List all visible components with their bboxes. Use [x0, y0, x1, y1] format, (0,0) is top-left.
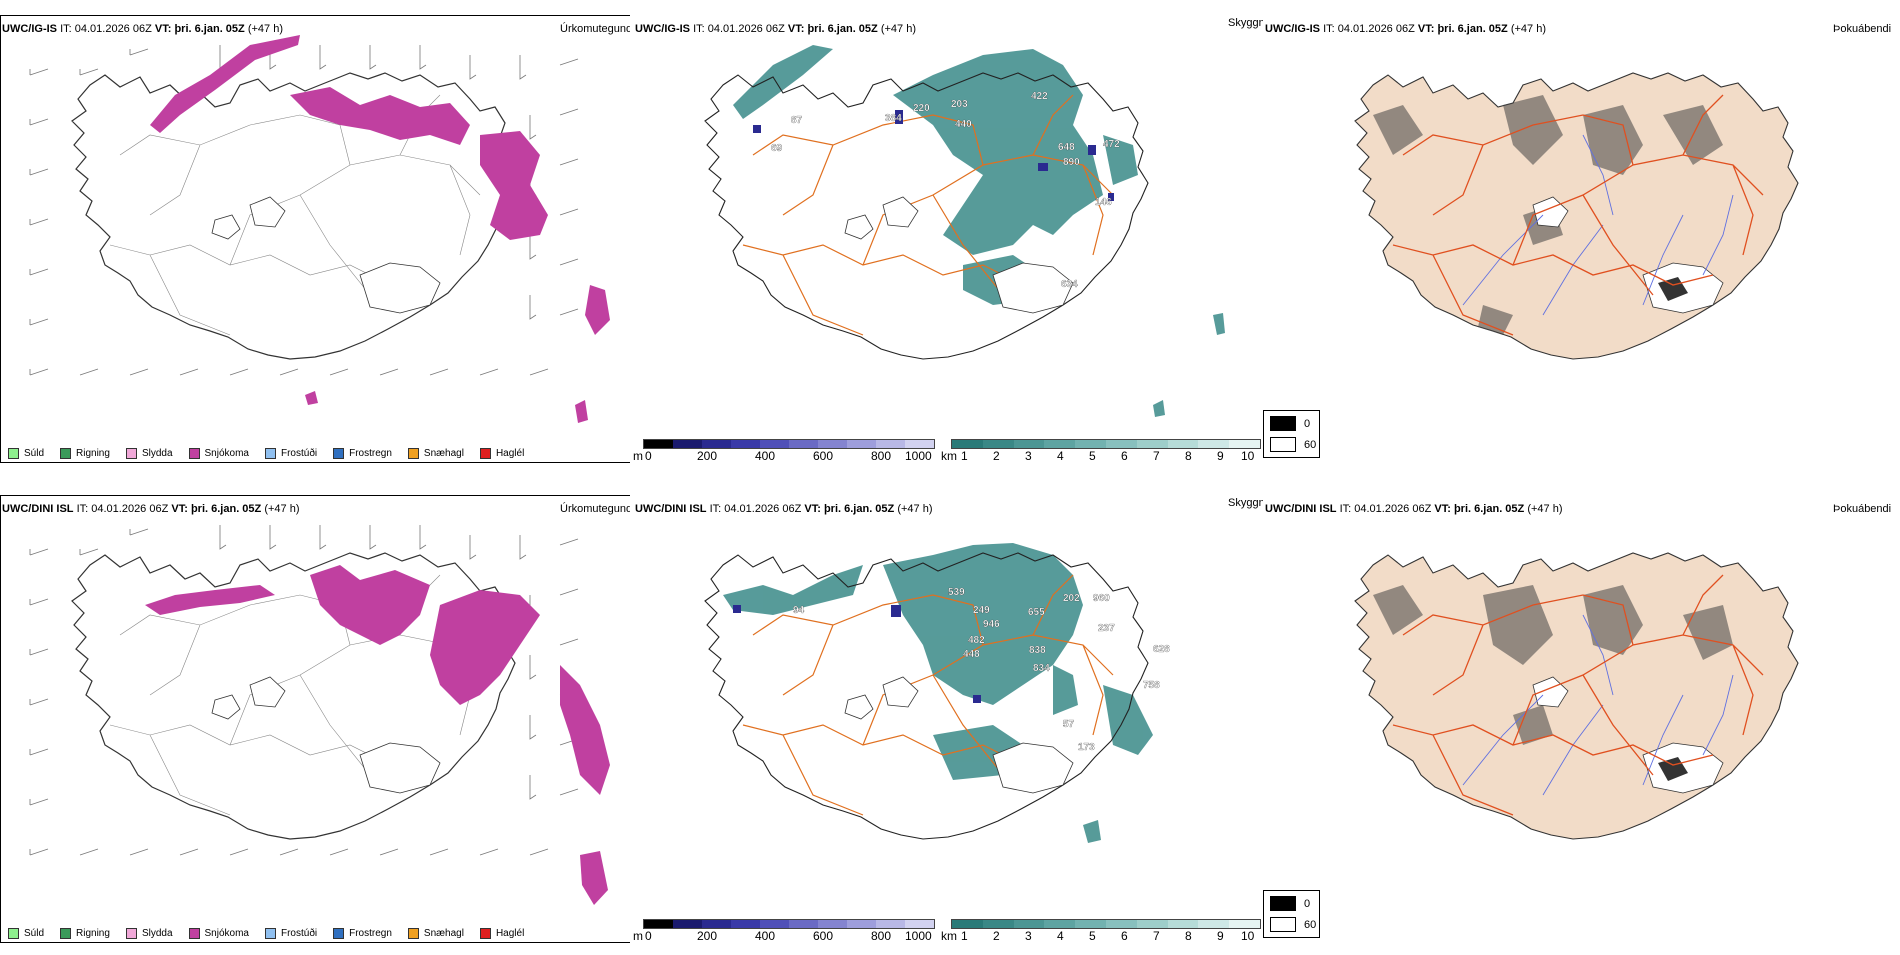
cloud-map: 94 539 249 946 482 448 655 202 960 237 6… [704, 543, 1170, 843]
legend-item: Slydda [125, 927, 173, 939]
header-row1-fog: UWC/IG-IS IT: 04.01.2026 06Z VT: þri. 6.… [1265, 23, 1546, 35]
precip-legend: Súld Rigning Slydda Snjókoma Frostúði Fr… [0, 443, 628, 463]
title-fog: Þokuábendi [1833, 503, 1892, 515]
legend-item: Snjókoma [188, 447, 249, 459]
visibility-colorbar: km 1 2 3 4 5 6 7 8 9 10 [941, 917, 1263, 945]
visibility-colorbar: km 1 2 3 4 5 6 7 8 9 10 [941, 437, 1263, 465]
svg-text:890: 890 [1063, 157, 1080, 168]
legend-item: Súld [8, 447, 44, 459]
svg-text:834: 834 [1033, 663, 1050, 674]
svg-text:440: 440 [955, 119, 972, 130]
low-cloudbase-areas [733, 605, 981, 703]
svg-text:648: 648 [1058, 142, 1075, 153]
snow-areas [150, 35, 610, 423]
svg-text:384: 384 [885, 113, 902, 124]
title-cloud: Skyggni [1228, 17, 1263, 29]
header-row2-precip: UWC/DINI ISL IT: 04.01.2026 06Z VT: þri.… [2, 503, 300, 515]
svg-text:94: 94 [793, 605, 805, 616]
legend-item: Snæhagl [407, 927, 464, 939]
svg-text:960: 960 [1093, 593, 1110, 604]
fog-map [1354, 552, 1799, 840]
svg-text:482: 482 [968, 635, 985, 646]
cloud-panel-2: 94 539 249 946 482 448 655 202 960 237 6… [633, 495, 1263, 955]
low-cloudbase-areas [753, 110, 1114, 201]
svg-text:472: 472 [1103, 139, 1120, 150]
legend-item: Slydda [125, 447, 173, 459]
fog-legend: 0 60 [1263, 890, 1320, 938]
cloud-labels: 87 384 220 203 440 422 648 890 472 146 6… [771, 91, 1120, 290]
fog-panel-2: UWC/DINI ISL IT: 04.01.2026 06Z VT: þri.… [1263, 495, 1900, 955]
legend-item: Haglél [479, 447, 524, 459]
fog-legend: 0 60 [1263, 410, 1320, 458]
legend-item: Frostúði [264, 447, 317, 459]
svg-text:203: 203 [951, 99, 968, 110]
fog-shading [1373, 95, 1723, 335]
precip-panel-1: UWC/IG-IS IT: 04.01.2026 06Z VT: þri. 6.… [0, 15, 630, 475]
legend-item: Súld [8, 927, 44, 939]
legend-item: Frostregn [333, 447, 392, 459]
precip-map [29, 35, 610, 423]
svg-text:628: 628 [1153, 644, 1170, 655]
svg-text:146: 146 [1095, 197, 1112, 208]
precip-map [29, 524, 610, 905]
cloudbase-colorbar: m 0 200 400 600 800 1000 [633, 917, 938, 945]
header-row1-cloud: UWC/IG-IS IT: 04.01.2026 06Z VT: þri. 6.… [635, 23, 916, 35]
precip-frame [0, 495, 630, 943]
cloud-panel-1: 87 384 220 203 440 422 648 890 472 146 6… [633, 15, 1263, 475]
svg-text:237: 237 [1098, 623, 1115, 634]
precip-panel-2: UWC/DINI ISL IT: 04.01.2026 06Z VT: þri.… [0, 495, 630, 955]
svg-text:758: 758 [1143, 680, 1160, 691]
legend-item: Rigning [60, 447, 110, 459]
fog-map [1354, 72, 1799, 360]
title-fog: Þokuábendi [1833, 23, 1892, 35]
svg-text:634: 634 [1061, 279, 1078, 290]
title-precip: Úrkomutegund [560, 503, 630, 515]
precip-legend: Súld Rigning Slydda Snjókoma Frostúði Fr… [0, 923, 628, 943]
header-row1-precip: UWC/IG-IS IT: 04.01.2026 06Z VT: þri. 6.… [2, 23, 283, 35]
svg-text:655: 655 [1028, 607, 1045, 618]
svg-text:838: 838 [1029, 645, 1046, 656]
svg-text:173: 173 [1078, 742, 1095, 753]
legend-item: Frostregn [333, 927, 392, 939]
low-visibility-areas [723, 543, 1153, 843]
precip-frame [0, 15, 630, 463]
svg-text:220: 220 [913, 103, 930, 114]
legend-item: Snæhagl [407, 447, 464, 459]
svg-text:539: 539 [948, 587, 965, 598]
svg-text:87: 87 [791, 115, 803, 126]
low-visibility-areas [733, 45, 1225, 417]
snow-areas [145, 565, 610, 905]
cloudbase-colorbar: m 0 200 400 600 800 1000 [633, 437, 938, 465]
svg-text:249: 249 [973, 605, 990, 616]
svg-text:448: 448 [963, 649, 980, 660]
header-row2-fog: UWC/DINI ISL IT: 04.01.2026 06Z VT: þri.… [1265, 503, 1563, 515]
svg-text:946: 946 [983, 619, 1000, 630]
fog-panel-1: UWC/IG-IS IT: 04.01.2026 06Z VT: þri. 6.… [1263, 15, 1900, 475]
title-precip: Úrkomutegund [560, 23, 630, 35]
header-row2-cloud: UWC/DINI ISL IT: 04.01.2026 06Z VT: þri.… [635, 503, 933, 515]
title-cloud: Skyggni [1228, 497, 1263, 509]
legend-item: Rigning [60, 927, 110, 939]
svg-text:57: 57 [1063, 719, 1075, 730]
svg-text:69: 69 [771, 143, 783, 154]
svg-text:202: 202 [1063, 593, 1080, 604]
legend-item: Haglél [479, 927, 524, 939]
svg-text:422: 422 [1031, 91, 1048, 102]
cloud-map: 87 384 220 203 440 422 648 890 472 146 6… [704, 45, 1225, 417]
cloud-labels: 94 539 249 946 482 448 655 202 960 237 6… [793, 587, 1170, 753]
legend-item: Frostúði [264, 927, 317, 939]
legend-item: Snjókoma [188, 927, 249, 939]
